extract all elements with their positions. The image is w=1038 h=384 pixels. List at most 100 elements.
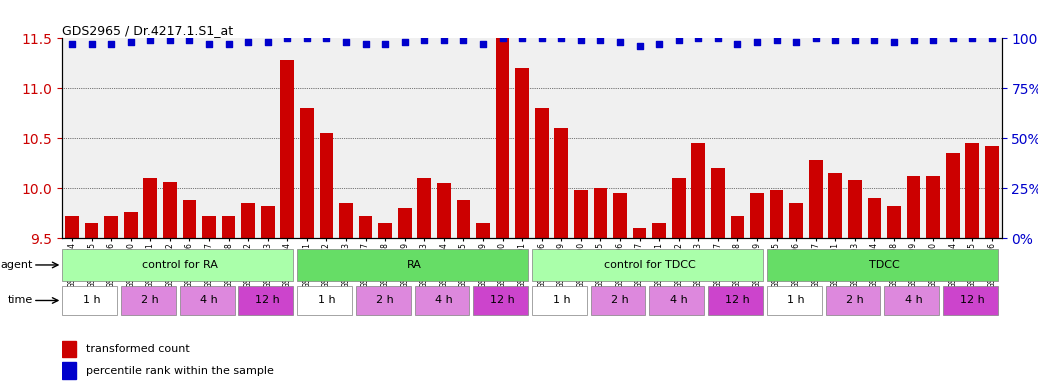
- Text: 4 h: 4 h: [905, 295, 923, 306]
- Point: [142, 37, 159, 43]
- Point: [611, 39, 628, 45]
- Bar: [124, 212, 138, 238]
- Bar: [62, 341, 77, 357]
- Text: 12 h: 12 h: [726, 295, 749, 306]
- Point: [847, 37, 864, 43]
- Point: [690, 35, 707, 41]
- Text: time: time: [7, 295, 33, 306]
- Point: [651, 41, 667, 48]
- Point: [319, 35, 335, 41]
- Bar: [926, 176, 940, 238]
- Bar: [652, 223, 666, 238]
- Point: [162, 37, 179, 43]
- FancyBboxPatch shape: [239, 286, 293, 315]
- Text: 1 h: 1 h: [83, 295, 101, 306]
- Text: 4 h: 4 h: [670, 295, 687, 306]
- FancyBboxPatch shape: [532, 286, 586, 315]
- Bar: [496, 18, 510, 238]
- Point: [182, 37, 198, 43]
- Bar: [417, 178, 431, 238]
- Point: [436, 37, 453, 43]
- Text: GDS2965 / Dr.4217.1.S1_at: GDS2965 / Dr.4217.1.S1_at: [62, 24, 234, 37]
- Bar: [731, 216, 744, 238]
- Point: [808, 35, 824, 41]
- Point: [631, 43, 648, 50]
- Point: [279, 35, 296, 41]
- FancyBboxPatch shape: [532, 250, 763, 280]
- FancyBboxPatch shape: [62, 250, 293, 280]
- Point: [885, 39, 902, 45]
- FancyBboxPatch shape: [708, 286, 763, 315]
- Text: 2 h: 2 h: [141, 295, 159, 306]
- Bar: [515, 68, 529, 238]
- Bar: [848, 180, 862, 238]
- Bar: [85, 223, 99, 238]
- Text: 1 h: 1 h: [788, 295, 805, 306]
- Bar: [398, 208, 412, 238]
- Bar: [633, 228, 647, 238]
- FancyBboxPatch shape: [884, 286, 939, 315]
- Text: 4 h: 4 h: [435, 295, 453, 306]
- Bar: [809, 160, 822, 238]
- Point: [220, 41, 237, 48]
- Bar: [300, 108, 313, 238]
- Point: [534, 35, 550, 41]
- Bar: [672, 178, 686, 238]
- Point: [768, 37, 785, 43]
- Bar: [907, 176, 921, 238]
- Bar: [105, 216, 118, 238]
- Text: 2 h: 2 h: [846, 295, 864, 306]
- Bar: [868, 198, 881, 238]
- Bar: [594, 188, 607, 238]
- Point: [416, 37, 433, 43]
- Text: 12 h: 12 h: [255, 295, 280, 306]
- FancyBboxPatch shape: [414, 286, 469, 315]
- Bar: [163, 182, 176, 238]
- Point: [337, 39, 354, 45]
- Text: 2 h: 2 h: [377, 295, 394, 306]
- Bar: [183, 200, 196, 238]
- Bar: [62, 362, 77, 379]
- Point: [788, 39, 804, 45]
- Bar: [574, 190, 588, 238]
- Bar: [457, 200, 470, 238]
- Point: [456, 37, 472, 43]
- Text: 2 h: 2 h: [611, 295, 629, 306]
- Point: [260, 39, 276, 45]
- Text: 12 h: 12 h: [490, 295, 515, 306]
- Point: [592, 37, 608, 43]
- Bar: [222, 216, 236, 238]
- Bar: [946, 153, 959, 238]
- Bar: [965, 143, 979, 238]
- Point: [573, 37, 590, 43]
- Text: 12 h: 12 h: [960, 295, 985, 306]
- Bar: [476, 223, 490, 238]
- FancyBboxPatch shape: [591, 286, 646, 315]
- Point: [240, 39, 256, 45]
- Point: [103, 41, 119, 48]
- Text: control for TDCC: control for TDCC: [603, 260, 695, 270]
- FancyBboxPatch shape: [297, 286, 352, 315]
- Point: [299, 35, 316, 41]
- Bar: [280, 60, 294, 238]
- Point: [671, 37, 687, 43]
- FancyBboxPatch shape: [943, 286, 998, 315]
- Bar: [691, 143, 705, 238]
- Bar: [887, 206, 901, 238]
- Point: [200, 41, 217, 48]
- Point: [474, 41, 491, 48]
- Point: [494, 35, 511, 41]
- Text: transformed count: transformed count: [86, 344, 190, 354]
- Bar: [65, 216, 79, 238]
- Point: [748, 39, 765, 45]
- Point: [964, 35, 981, 41]
- Text: 4 h: 4 h: [200, 295, 218, 306]
- FancyBboxPatch shape: [297, 250, 528, 280]
- Text: percentile rank within the sample: percentile rank within the sample: [86, 366, 274, 376]
- Point: [729, 41, 745, 48]
- Point: [63, 41, 80, 48]
- Point: [377, 41, 393, 48]
- Bar: [359, 216, 373, 238]
- Point: [357, 41, 374, 48]
- Bar: [985, 146, 999, 238]
